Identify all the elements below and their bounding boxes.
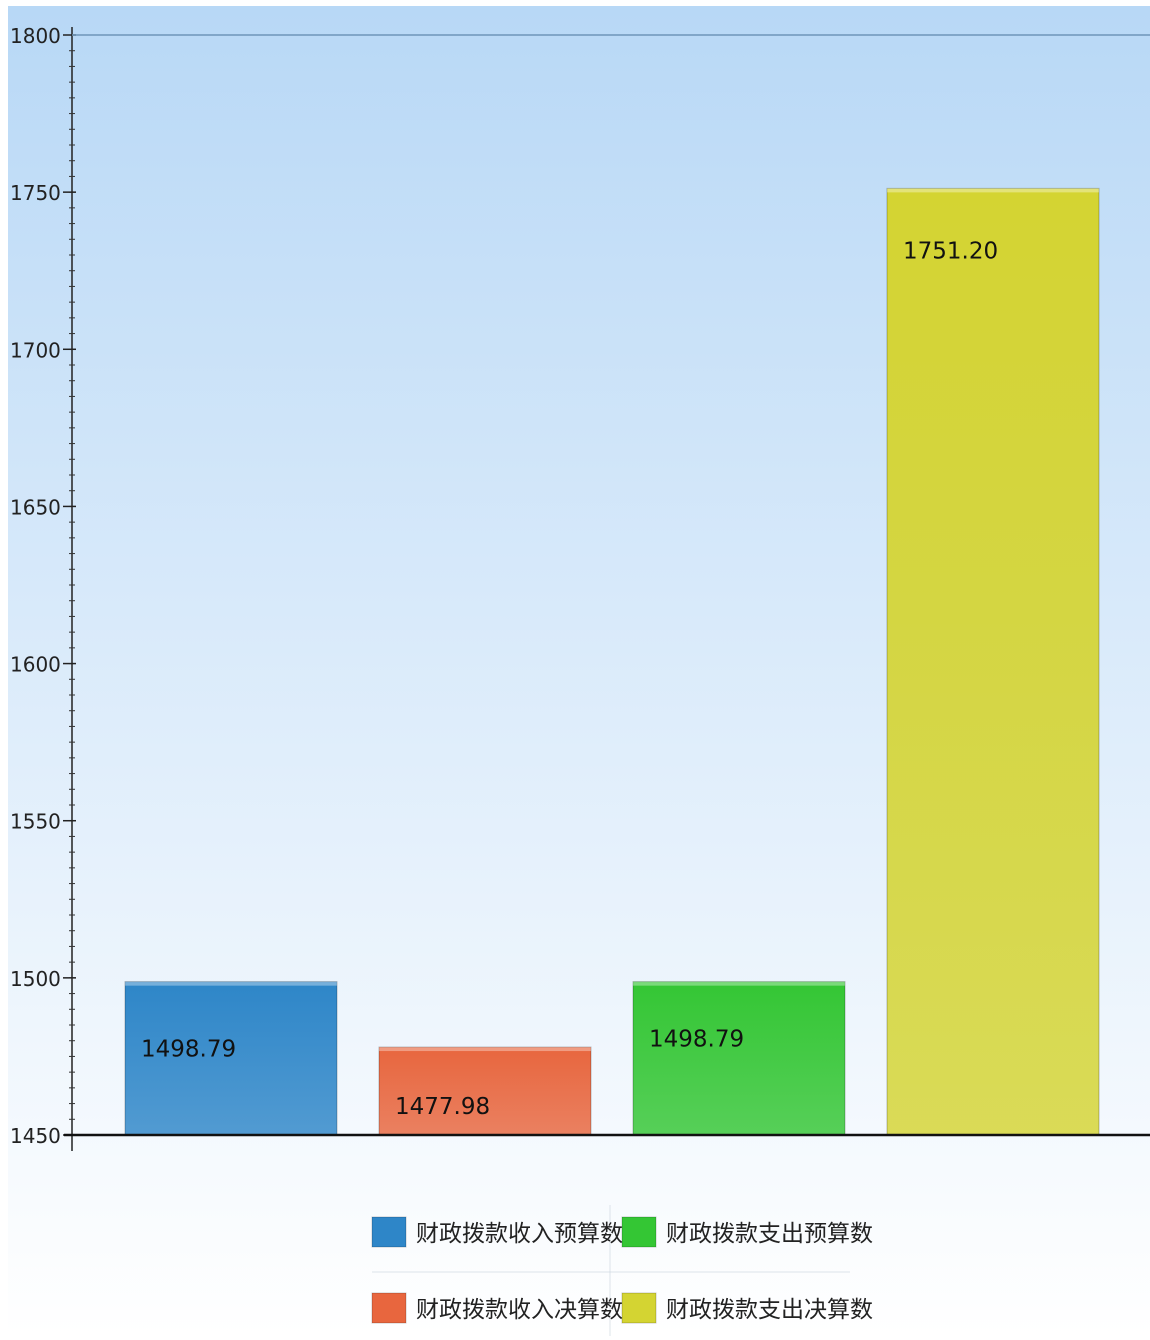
bar-highlight — [633, 981, 845, 986]
legend-swatch-2 — [621, 1216, 657, 1248]
data-label-1: 1498.79 — [141, 1037, 236, 1063]
y-tick-label: 1500 — [10, 967, 61, 991]
y-tick-label: 1550 — [10, 810, 61, 834]
legend-swatch-1 — [371, 1216, 407, 1248]
bar-highlight — [125, 981, 337, 986]
legend-swatch-3 — [371, 1292, 407, 1324]
legend-label-3: 财政拨款收入决算数 — [416, 1297, 623, 1323]
y-tick-label: 1700 — [10, 338, 61, 362]
data-labels: 1498.79 1477.98 1498.79 1751.20 — [141, 238, 998, 1120]
y-tick-label: 1800 — [10, 24, 61, 48]
bar-highlight — [887, 188, 1099, 193]
y-axis: 1800 1750 1700 1650 1600 1550 1500 1450 — [10, 24, 1150, 1151]
legend-label-1: 财政拨款收入预算数 — [416, 1221, 623, 1247]
data-label-2: 1477.98 — [395, 1094, 490, 1120]
bar-2 — [378, 1046, 592, 1136]
bar-4 — [886, 187, 1100, 1136]
bar-1 — [124, 981, 338, 1136]
bars — [64, 187, 1150, 1137]
y-tick-label: 1600 — [10, 653, 61, 677]
data-label-4: 1751.20 — [903, 238, 998, 264]
legend-label-4: 财政拨款支出决算数 — [666, 1297, 873, 1323]
bar-highlight — [379, 1047, 591, 1052]
data-label-3: 1498.79 — [649, 1027, 744, 1053]
bar-3 — [632, 981, 846, 1136]
y-tick-label: 1750 — [10, 181, 61, 205]
y-tick-label: 1450 — [10, 1124, 61, 1148]
legend-swatch-4 — [621, 1292, 657, 1324]
y-tick-label: 1650 — [10, 495, 61, 519]
legend-label-2: 财政拨款支出预算数 — [666, 1221, 873, 1247]
